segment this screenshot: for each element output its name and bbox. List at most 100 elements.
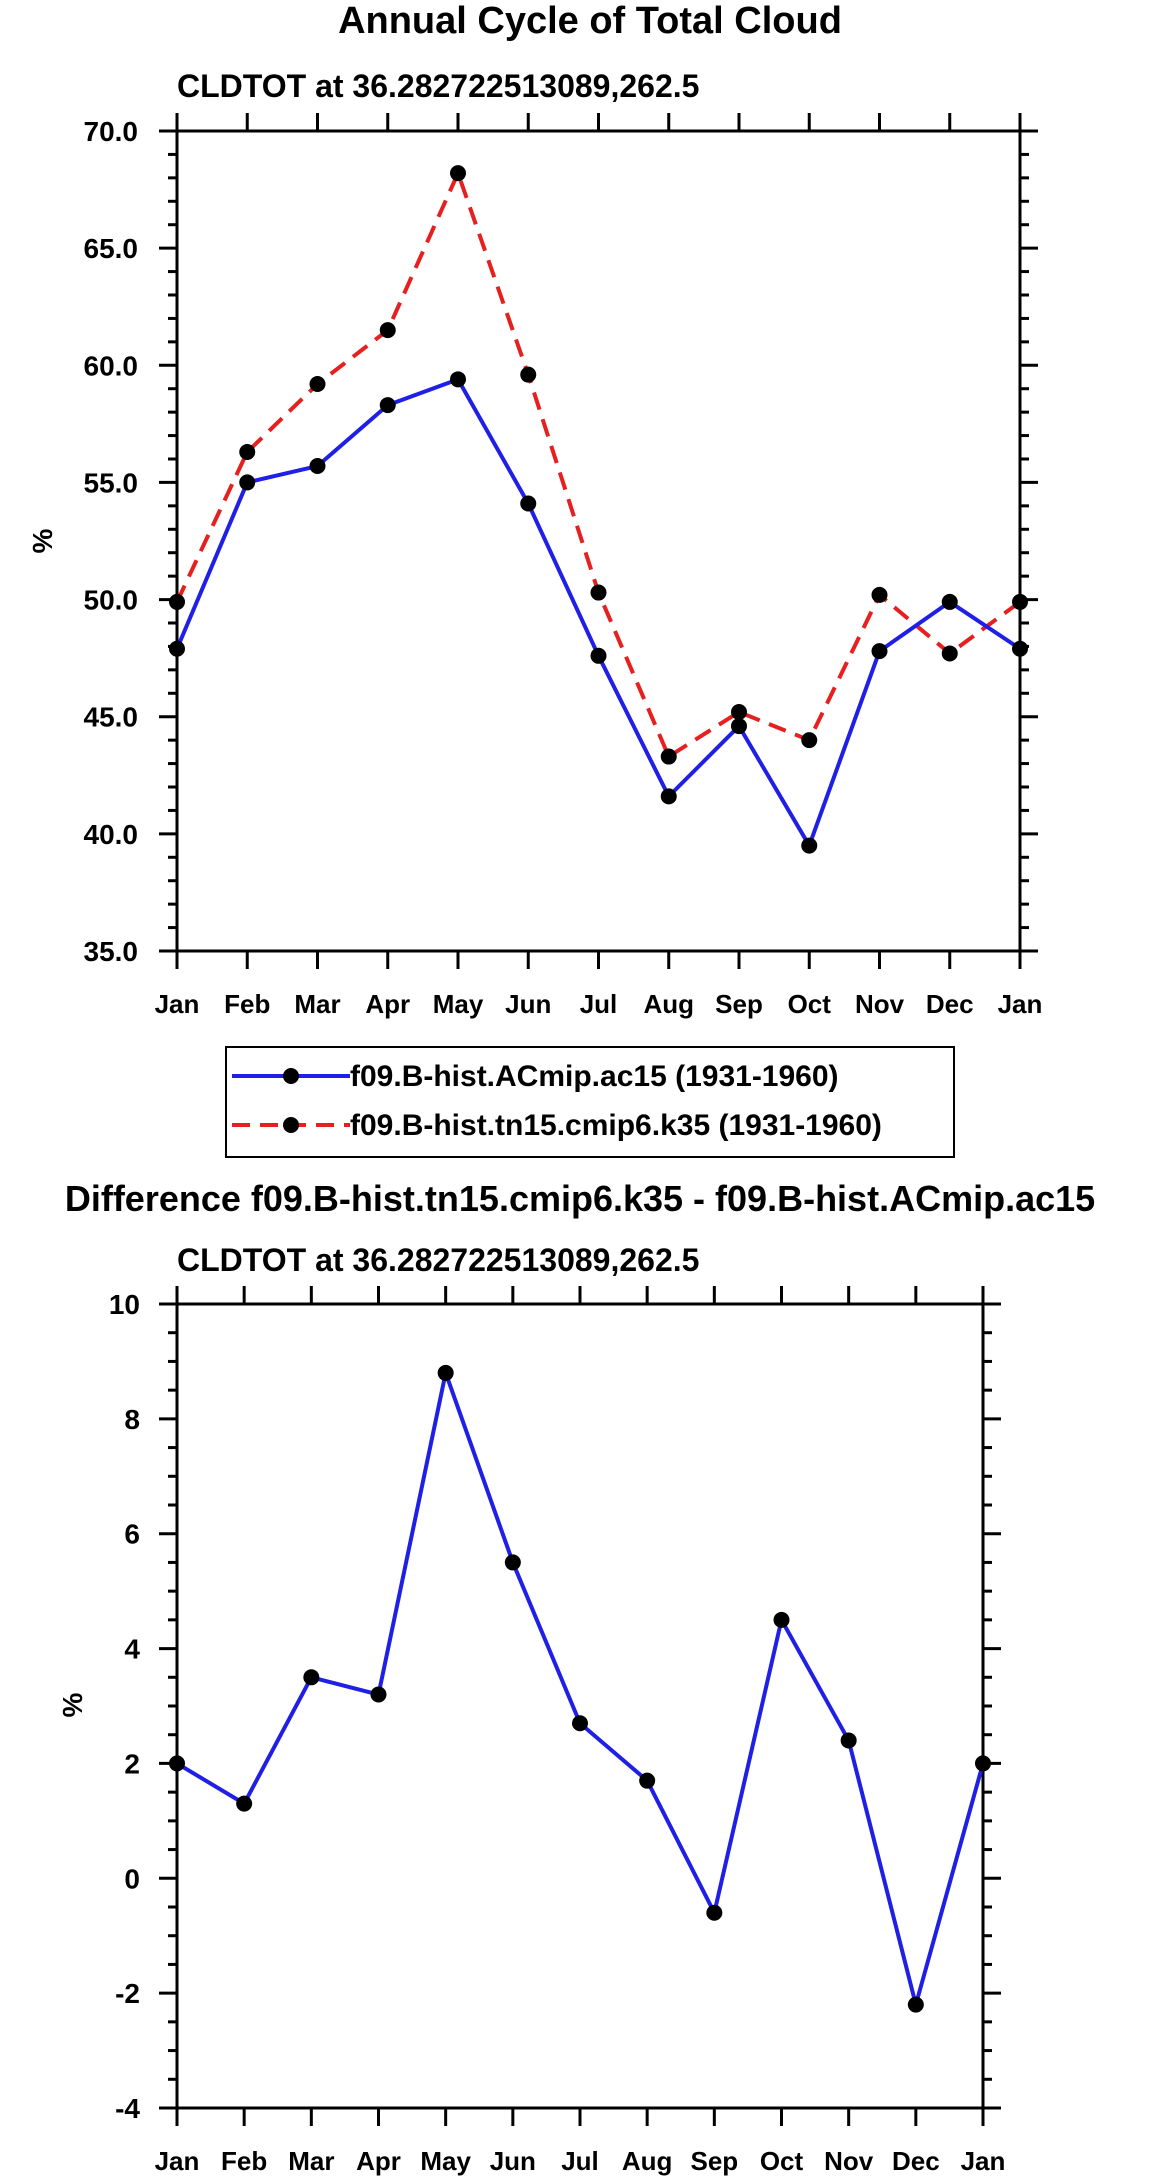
series-2-point [309, 376, 326, 393]
series-2-point [731, 704, 747, 721]
series-1-point [1012, 640, 1028, 657]
x-tick-label: Jan [961, 2146, 1006, 2176]
x-tick-label: Feb [221, 2146, 267, 2176]
x-tick-label: Sep [715, 989, 763, 1019]
series-1-point [975, 1755, 991, 1772]
chart1-legend: f09.B-hist.ACmip.ac15 (1931-1960) f09.B-… [225, 1046, 955, 1158]
series-2-point [590, 584, 607, 601]
x-tick-label: Jun [490, 2146, 536, 2176]
x-tick-label: Jun [505, 989, 551, 1019]
x-tick-label: Dec [892, 2146, 940, 2176]
legend-label-2: f09.B-hist.tn15.cmip6.k35 (1931-1960) [350, 1109, 882, 1142]
y-tick-label: 70.0 [84, 116, 139, 147]
series-1-point [303, 1669, 320, 1686]
x-tick-label: May [433, 989, 484, 1019]
series-1-point [801, 837, 818, 854]
series-1-point [239, 474, 256, 491]
series-1-point [379, 397, 396, 414]
x-tick-label: Dec [926, 989, 974, 1019]
series-1-point [941, 593, 958, 610]
x-tick-label: Apr [356, 2146, 401, 2176]
series-2-point [169, 593, 185, 610]
x-tick-label: Aug [622, 2146, 673, 2176]
series-2-point [941, 645, 958, 662]
series-1-point [572, 1715, 588, 1732]
series-1-point [370, 1686, 387, 1703]
y-tick-label: 4 [124, 1634, 140, 1665]
chart1-ylabel: % [27, 528, 58, 553]
y-tick-label: 6 [124, 1519, 140, 1550]
y-tick-label: 55.0 [84, 467, 139, 498]
y-tick-label: 10 [109, 1289, 140, 1320]
series-1-point [169, 1755, 185, 1772]
series-1-point [706, 1904, 723, 1921]
series-1-point [639, 1772, 656, 1789]
series-1-point [520, 495, 537, 512]
x-tick-label: Jan [998, 989, 1043, 1019]
legend-marker-2 [283, 1117, 299, 1133]
legend-marker-1 [283, 1068, 299, 1084]
series-2-point [239, 443, 256, 460]
y-tick-label: 50.0 [84, 585, 139, 616]
x-tick-label: Mar [288, 2146, 334, 2176]
x-tick-label: Sep [690, 2146, 738, 2176]
series-1-point [773, 1611, 790, 1628]
series-1-point [907, 1996, 924, 2013]
y-tick-label: 35.0 [84, 936, 139, 967]
y-tick-label: 2 [124, 1748, 140, 1779]
series-1-point [871, 643, 888, 660]
series-2-point [660, 748, 677, 765]
series-line-1 [175, 377, 1022, 848]
y-tick-label: 45.0 [84, 702, 139, 733]
legend-box [225, 1046, 955, 1158]
x-tick-label: Jul [561, 2146, 599, 2176]
series-line-2 [175, 171, 1022, 759]
series-1-point [450, 371, 466, 388]
y-tick-label: -2 [115, 1978, 140, 2009]
chart2-title: Difference f09.B-hist.tn15.cmip6.k35 - f… [65, 1178, 1095, 1219]
series-1-point [504, 1554, 521, 1571]
legend-label-1: f09.B-hist.ACmip.ac15 (1931-1960) [350, 1060, 839, 1093]
y-tick-label: 0 [124, 1863, 140, 1894]
series-2-point [1012, 593, 1028, 610]
series-1-point [236, 1795, 253, 1812]
series-1-point [590, 647, 607, 664]
y-tick-label: 8 [124, 1404, 140, 1435]
chart1-subtitle: CLDTOT at 36.282722513089,262.5 [177, 68, 699, 104]
x-tick-label: Jul [580, 989, 618, 1019]
chart2-ylabel: % [57, 1692, 88, 1717]
x-tick-label: Oct [788, 989, 832, 1019]
series-2-point [379, 322, 396, 339]
y-tick-label: 40.0 [84, 819, 139, 850]
series-2-point [450, 165, 466, 182]
x-tick-label: Jan [155, 2146, 200, 2176]
plot-frame [175, 129, 1022, 953]
chart2-plot: -4 -2 0 2 4 6 8 10 Jan Feb Mar Apr May Jun Jul Aug Sep Oc… [109, 1286, 1006, 2176]
series-1-point [437, 1364, 454, 1381]
y-tick-label: -4 [115, 2093, 140, 2124]
x-tick-label: May [420, 2146, 471, 2176]
x-tick-label: Nov [824, 2146, 874, 2176]
series-1-point [169, 640, 185, 657]
series-1-point [309, 458, 326, 475]
x-tick-label: Oct [760, 2146, 804, 2176]
x-tick-label: Apr [365, 989, 410, 1019]
series-line-1 [175, 1370, 985, 2007]
chart1-plot: 35.0 40.0 45.0 50.0 55.0 60.0 65.0 70.0 Jan Feb Ma… [84, 113, 1043, 1019]
series-2-point [871, 586, 888, 603]
series-1-point [840, 1732, 857, 1749]
series-1-point [660, 788, 677, 805]
y-tick-label: 60.0 [84, 350, 139, 381]
series-2-point [520, 366, 537, 383]
x-tick-label: Feb [224, 989, 270, 1019]
chart1-title: Annual Cycle of Total Cloud [338, 0, 842, 42]
y-tick-label: 65.0 [84, 233, 139, 264]
x-tick-label: Jan [155, 989, 200, 1019]
chart2-subtitle: CLDTOT at 36.282722513089,262.5 [177, 1242, 699, 1278]
series-1-point [731, 718, 747, 735]
series-2-point [801, 732, 818, 749]
x-tick-label: Aug [643, 989, 694, 1019]
x-tick-label: Nov [855, 989, 905, 1019]
x-tick-label: Mar [294, 989, 340, 1019]
